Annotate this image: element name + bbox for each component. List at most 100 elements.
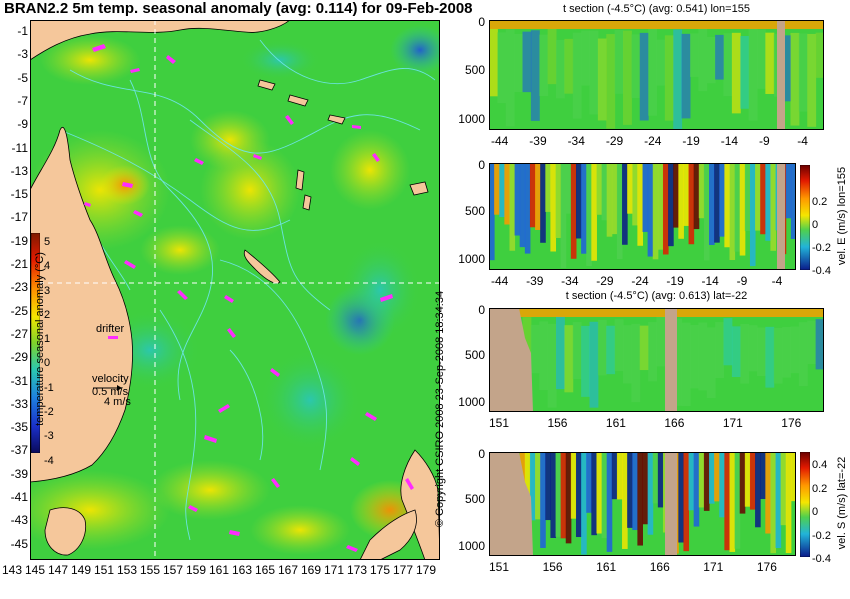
section-stripe xyxy=(572,322,582,380)
lon-tick-label: 175 xyxy=(370,563,391,577)
section-stripe xyxy=(642,452,649,525)
section-stripe xyxy=(556,316,565,390)
map-colorbar-ticks: 5 4 3 2 1 0 -1 -2 -3 -4 xyxy=(44,230,54,473)
section-stripe xyxy=(581,30,590,86)
section-depth-tick: 0 xyxy=(478,303,485,317)
section-stripe xyxy=(632,163,638,226)
map-frame xyxy=(30,20,440,560)
panel1-title: t section (-4.5°C) (avg: 0.541) lon=155 xyxy=(563,3,750,15)
section-stripe xyxy=(545,163,551,212)
section-depth-tick: 1000 xyxy=(458,394,485,409)
section-stripe xyxy=(740,324,750,384)
section-land xyxy=(665,308,677,412)
section-x-tick: 171 xyxy=(703,560,724,574)
cb-tick: 5 xyxy=(44,236,51,248)
section-stripe xyxy=(688,163,695,245)
section-stripe xyxy=(790,163,796,239)
section-stripe xyxy=(623,325,632,384)
lat-tick-label: -11 xyxy=(11,140,28,155)
section-stripe xyxy=(572,32,582,119)
cb-tick: -3 xyxy=(44,430,54,443)
section-stripe xyxy=(627,452,633,528)
section-land xyxy=(489,308,533,412)
section-depth-tick: 500 xyxy=(464,62,485,77)
vel-s-colorbar xyxy=(800,452,810,557)
section-stripe xyxy=(550,452,557,538)
section-stripe xyxy=(547,29,557,85)
section-stripe xyxy=(611,452,618,500)
section-stripe xyxy=(499,163,505,218)
section-stripe xyxy=(698,28,708,92)
section-stripe xyxy=(581,163,587,254)
section-stripe xyxy=(790,326,800,374)
section-stripe xyxy=(529,163,536,228)
velocity-legend-label: velocity xyxy=(92,373,129,385)
section-depth-tick: 1000 xyxy=(458,538,485,553)
lon-tick-label: 163 xyxy=(232,563,253,577)
section-land xyxy=(777,163,785,270)
section-depth-tick: 500 xyxy=(464,204,485,219)
section-x-tick: 166 xyxy=(664,416,685,430)
section-land xyxy=(777,20,785,130)
section-stripe xyxy=(648,28,657,116)
section-depth-tick: 1000 xyxy=(458,112,485,126)
lon-tick-label: 143 xyxy=(2,563,23,577)
section-stripe xyxy=(723,33,733,97)
section-stripe xyxy=(639,32,649,121)
lat-tick-label: -13 xyxy=(10,163,28,178)
section-stripe xyxy=(622,163,628,245)
section-stripe xyxy=(530,30,540,121)
section-stripe xyxy=(765,326,775,388)
section-stripe xyxy=(575,452,582,538)
section-stripe xyxy=(550,163,557,252)
section-stripe xyxy=(657,452,664,508)
section-x-tick: -24 xyxy=(631,274,649,288)
lat-tick-label: -1 xyxy=(17,24,28,38)
lon-tick-label: 165 xyxy=(255,563,276,577)
section-stripe xyxy=(611,163,618,235)
section-stripe xyxy=(683,452,690,552)
velocity-legend-value: 0.5 m/s xyxy=(92,386,129,398)
section-x-tick: -9 xyxy=(736,274,748,288)
section-stripe xyxy=(606,325,616,375)
section-stripe xyxy=(731,326,741,377)
lon-tick-label: 159 xyxy=(186,563,207,577)
section-stripe xyxy=(489,163,495,261)
section-stripe xyxy=(662,163,669,255)
lat-tick-label: -9 xyxy=(17,117,28,132)
section-x-tick: -4 xyxy=(771,274,783,288)
section-stripe xyxy=(589,321,599,408)
section-stripe xyxy=(596,163,603,215)
section-depth-tick: 500 xyxy=(464,347,485,362)
map-colorbar-label: temperature seasonal anomaly (°C) xyxy=(34,252,46,426)
section-stripe xyxy=(589,30,599,115)
section-depth-tick: 0 xyxy=(478,158,485,172)
section-stripe xyxy=(505,29,515,127)
section-stripe xyxy=(509,163,516,251)
section-stripe xyxy=(555,452,562,537)
section-depth-tick: 0 xyxy=(478,447,485,461)
section-stripe xyxy=(798,322,808,387)
lon-tick-label: 157 xyxy=(163,563,184,577)
section-panel-3 xyxy=(489,308,824,412)
section-land xyxy=(665,452,677,556)
section-stripe xyxy=(664,35,674,121)
section-stripe xyxy=(683,163,690,226)
section-stripe xyxy=(632,452,638,531)
section-stripe xyxy=(656,316,666,367)
vel-s-colorbar-ticks: 0.4 0.2 0 -0.2 -0.4 xyxy=(812,459,831,565)
section-stripe xyxy=(744,163,751,232)
vel-e-colorbar xyxy=(800,165,810,270)
section-stripe xyxy=(575,163,582,239)
section-stripe xyxy=(637,452,643,546)
section-stripe xyxy=(673,318,683,406)
section-stripe xyxy=(729,452,736,552)
section-stripe xyxy=(668,163,674,247)
section-stripe xyxy=(519,163,526,248)
section-x-tick: 161 xyxy=(605,416,626,430)
section-stripe xyxy=(591,163,597,261)
section-stripe xyxy=(703,163,710,261)
section-stripe xyxy=(564,325,574,393)
lat-tick-label: -19 xyxy=(10,233,28,248)
cb-tick: -4 xyxy=(44,454,54,467)
